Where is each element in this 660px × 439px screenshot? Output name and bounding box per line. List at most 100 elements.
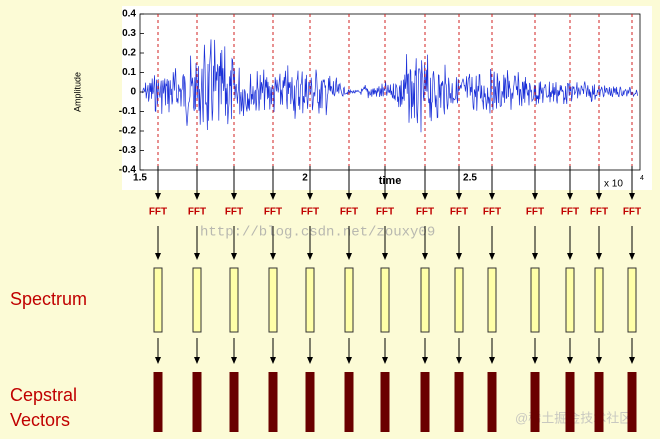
- cepstral-bar: [454, 372, 464, 432]
- spectrum-box: [268, 267, 278, 333]
- arrow-head: [155, 193, 161, 200]
- arrow-head: [270, 193, 276, 200]
- arrow-head: [596, 357, 602, 364]
- arrow-head: [231, 253, 237, 260]
- y-tick-label: 0: [130, 87, 136, 98]
- cepstral-bar: [487, 372, 497, 432]
- arrow-head: [422, 193, 428, 200]
- arrow-head: [532, 193, 538, 200]
- cepstral-label: Vectors: [10, 410, 70, 430]
- spectrum-box: [594, 267, 604, 333]
- fft-label: FFT: [149, 207, 167, 218]
- x-tick-label: 1.5: [133, 173, 147, 184]
- y-tick-label: 0.2: [122, 48, 136, 59]
- x-axis-label: time: [379, 175, 402, 187]
- plot-panel: [122, 6, 652, 190]
- arrow-head: [382, 193, 388, 200]
- spectrum-box: [305, 267, 315, 333]
- spectrum-box: [627, 267, 637, 333]
- cepstral-bar: [565, 372, 575, 432]
- y-tick-label: -0.2: [119, 126, 137, 137]
- cepstral-bar: [153, 372, 163, 432]
- fft-label: FFT: [450, 207, 468, 218]
- fft-label: FFT: [264, 207, 282, 218]
- arrow-head: [346, 193, 352, 200]
- fft-label: FFT: [301, 207, 319, 218]
- fft-label: FFT: [416, 207, 434, 218]
- cepstral-bar: [530, 372, 540, 432]
- spectrum-box: [454, 267, 464, 333]
- arrow-head: [629, 253, 635, 260]
- y-tick-label: -0.4: [119, 165, 137, 176]
- arrow-head: [382, 253, 388, 260]
- cepstral-bar: [192, 372, 202, 432]
- cepstral-bar: [344, 372, 354, 432]
- x-multiplier: x 10: [604, 179, 623, 190]
- cepstral-bar: [420, 372, 430, 432]
- arrow-head: [231, 193, 237, 200]
- arrow-head: [629, 357, 635, 364]
- arrow-head: [307, 357, 313, 364]
- spectrum-box: [565, 267, 575, 333]
- spectrum-box: [380, 267, 390, 333]
- arrow-head: [346, 253, 352, 260]
- x-tick-label: 2: [302, 173, 308, 184]
- arrow-head: [456, 253, 462, 260]
- fft-label: FFT: [225, 207, 243, 218]
- cepstral-bar: [594, 372, 604, 432]
- spectrum-box: [192, 267, 202, 333]
- y-tick-label: -0.1: [119, 106, 137, 117]
- arrow-head: [532, 253, 538, 260]
- arrow-head: [307, 193, 313, 200]
- y-tick-label: -0.3: [119, 145, 137, 156]
- arrow-head: [596, 253, 602, 260]
- arrow-head: [194, 193, 200, 200]
- cepstral-bar: [305, 372, 315, 432]
- arrow-head: [346, 357, 352, 364]
- arrow-head: [596, 193, 602, 200]
- y-tick-label: 0.3: [122, 28, 136, 39]
- fft-label: FFT: [623, 207, 641, 218]
- arrow-head: [155, 253, 161, 260]
- arrow-head: [307, 253, 313, 260]
- fft-label: FFT: [340, 207, 358, 218]
- arrow-head: [567, 357, 573, 364]
- arrow-head: [194, 253, 200, 260]
- arrow-head: [532, 357, 538, 364]
- arrow-head: [270, 357, 276, 364]
- watermark-url: http://blog.csdn.net/zouxy09: [200, 225, 435, 241]
- cepstral-bar: [229, 372, 239, 432]
- spectrum-box: [420, 267, 430, 333]
- arrow-head: [629, 193, 635, 200]
- arrow-head: [489, 357, 495, 364]
- fft-label: FFT: [526, 207, 544, 218]
- arrow-head: [155, 357, 161, 364]
- spectrum-box: [487, 267, 497, 333]
- cepstral-label: Cepstral: [10, 385, 77, 405]
- arrow-head: [489, 193, 495, 200]
- arrow-head: [456, 357, 462, 364]
- arrow-head: [567, 253, 573, 260]
- spectrum-box: [229, 267, 239, 333]
- fft-label: FFT: [483, 207, 501, 218]
- arrow-head: [567, 193, 573, 200]
- arrow-head: [231, 357, 237, 364]
- y-axis-label: Amplitude: [72, 72, 82, 112]
- arrow-head: [456, 193, 462, 200]
- y-tick-label: 0.4: [122, 9, 136, 20]
- arrow-head: [194, 357, 200, 364]
- fft-label: FFT: [188, 207, 206, 218]
- y-tick-label: 0.1: [122, 67, 136, 78]
- arrow-head: [422, 253, 428, 260]
- fft-label: FFT: [590, 207, 608, 218]
- spectrum-box: [344, 267, 354, 333]
- cepstral-bar: [268, 372, 278, 432]
- arrow-head: [489, 253, 495, 260]
- cepstral-bar: [627, 372, 637, 432]
- spectrum-label: Spectrum: [10, 289, 87, 309]
- arrow-head: [382, 357, 388, 364]
- spectrum-box: [153, 267, 163, 333]
- fft-label: FFT: [561, 207, 579, 218]
- cepstral-bar: [380, 372, 390, 432]
